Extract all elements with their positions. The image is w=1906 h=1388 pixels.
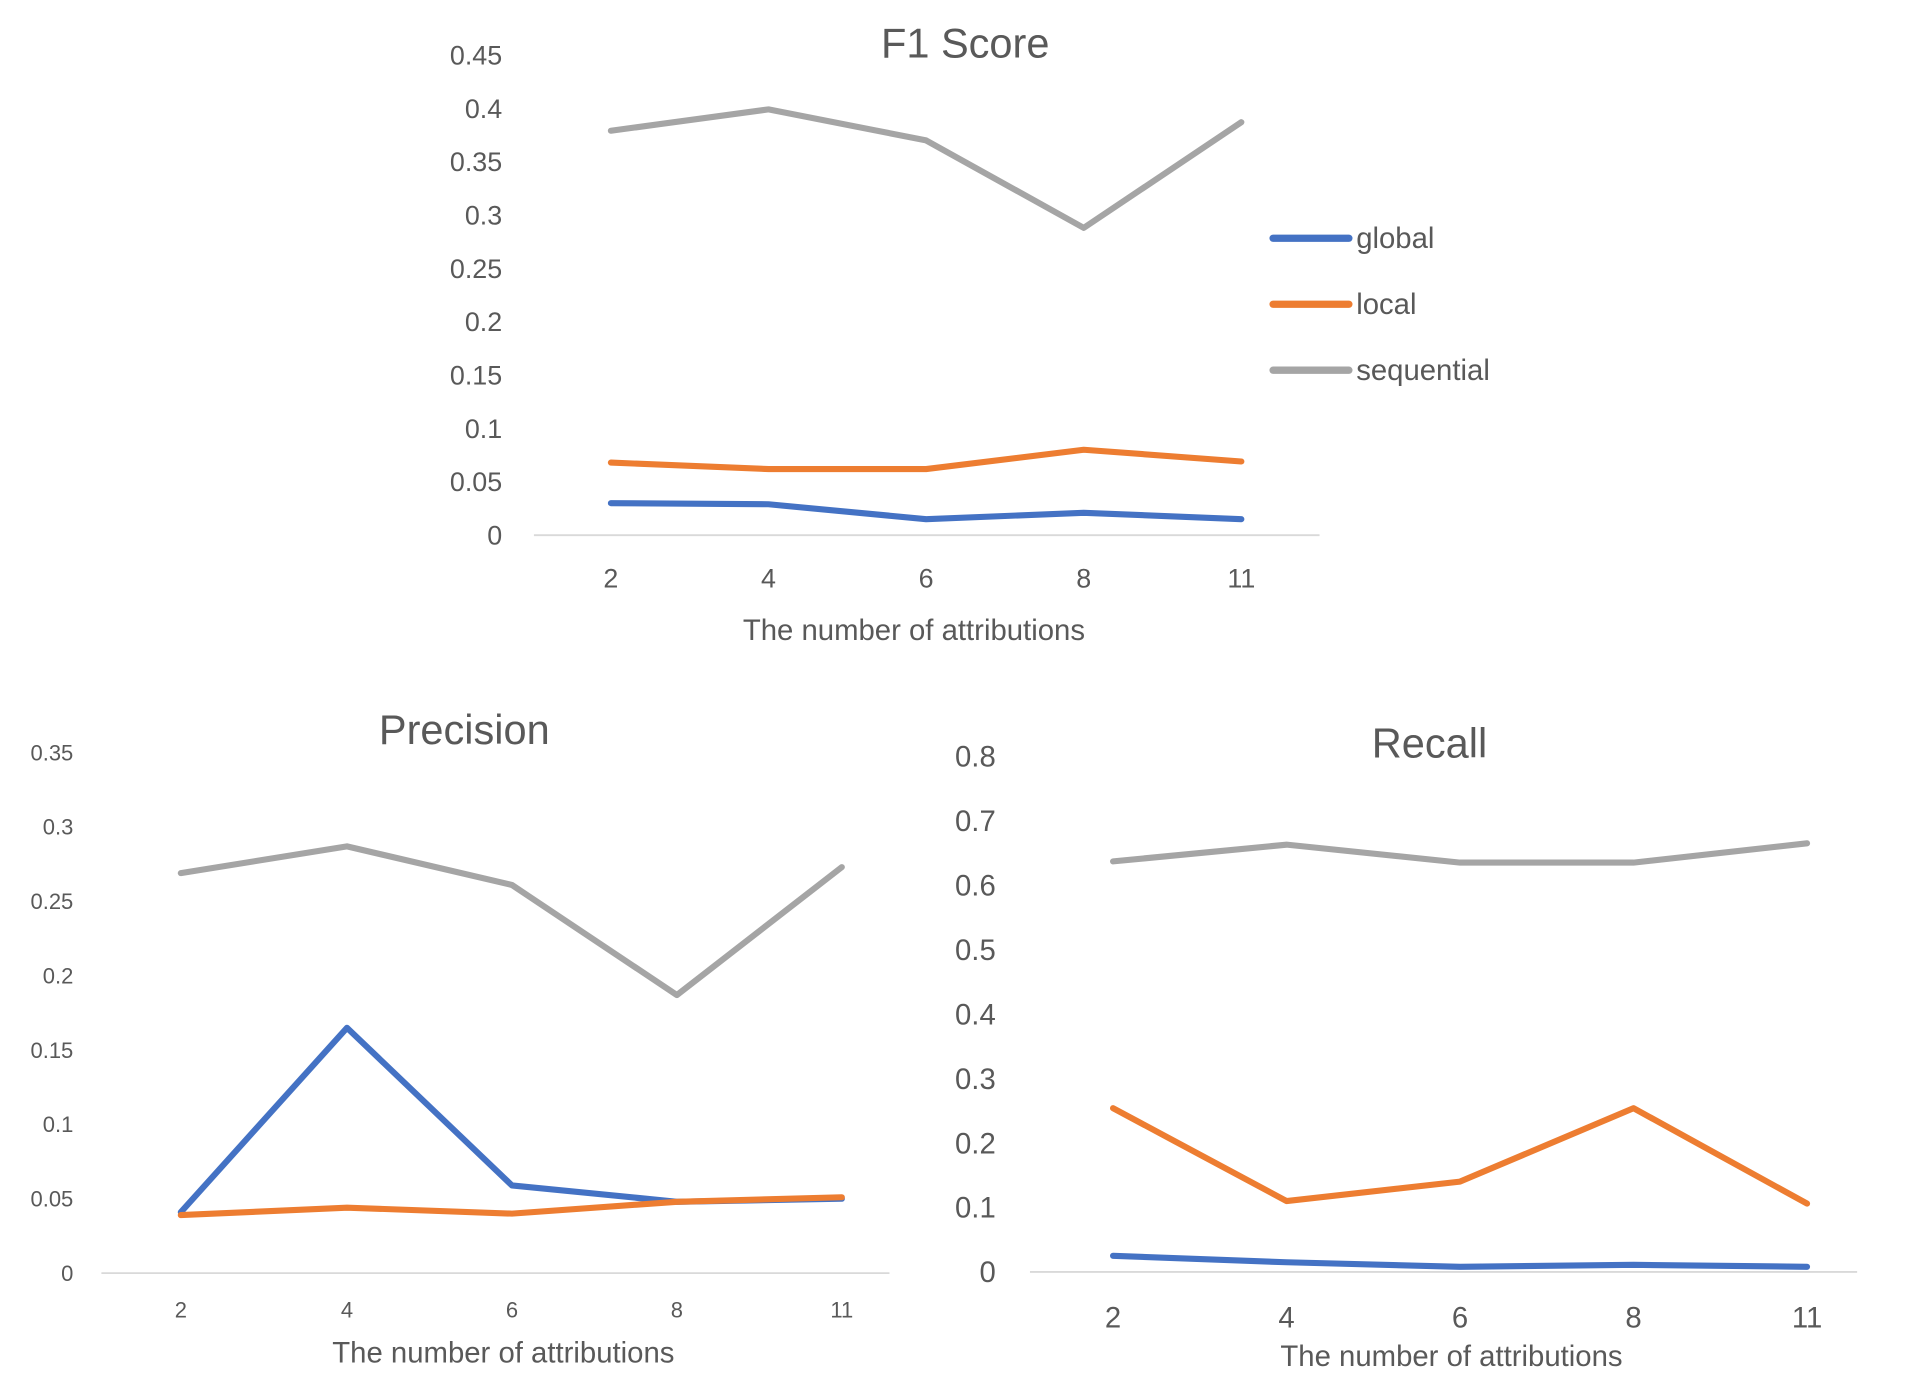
x-tick-label: 6 <box>919 563 934 593</box>
y-tick-label: 0 <box>487 521 502 551</box>
y-tick-label: 0.05 <box>450 467 502 497</box>
chart-title: F1 Score <box>881 19 1049 66</box>
y-tick-label: 0.45 <box>450 40 502 70</box>
x-tick-label: 6 <box>1452 1301 1468 1334</box>
y-tick-label: 0.15 <box>450 361 502 391</box>
series-line-local <box>607 446 1245 473</box>
y-tick-label: 0 <box>61 1261 73 1286</box>
series-line-local <box>1110 1105 1811 1207</box>
x-tick-label: 4 <box>1278 1301 1294 1334</box>
y-tick-label: 0.35 <box>31 740 74 765</box>
f1-chart: F1 Score 0 0.05 0.1 0.15 0.2 0.25 0.3 0.35 0.4 0.4… <box>450 19 1490 647</box>
y-tick-label: 0.2 <box>465 307 502 337</box>
y-tick-label: 0.8 <box>955 741 996 774</box>
y-tick-label: 0.25 <box>31 889 74 914</box>
series-line-global <box>1110 1252 1811 1270</box>
y-tick-label: 0.05 <box>31 1186 74 1211</box>
x-tick-label: 2 <box>175 1297 187 1322</box>
series-line-global <box>177 1024 845 1216</box>
series-line-local <box>177 1194 845 1219</box>
y-tick-label: 0.2 <box>955 1127 996 1160</box>
legend-label-local: local <box>1356 288 1416 321</box>
x-tick-label: 6 <box>506 1297 518 1322</box>
x-tick-label: 8 <box>1076 563 1091 593</box>
y-tick-label: 0.35 <box>450 147 502 177</box>
y-tick-label: 0.5 <box>955 934 996 967</box>
x-tick-label: 8 <box>1625 1301 1641 1334</box>
x-tick-label: 4 <box>341 1297 353 1322</box>
precision-chart: Precision 0 0.05 0.1 0.15 0.2 0.25 0.3 0.35 2 4 6 8 1… <box>31 706 890 1369</box>
chart-title: Precision <box>379 706 550 753</box>
x-axis-label: The number of attributions <box>1280 1340 1622 1373</box>
series-line-sequential <box>1110 840 1811 866</box>
x-axis-label: The number of attributions <box>743 614 1085 647</box>
y-tick-label: 0.3 <box>465 200 502 230</box>
y-tick-label: 0.4 <box>955 998 996 1031</box>
x-tick-label: 2 <box>603 563 618 593</box>
x-tick-label: 2 <box>1105 1301 1121 1334</box>
chart-title: Recall <box>1372 720 1487 767</box>
y-tick-label: 0.3 <box>955 1063 996 1096</box>
x-tick-label: 11 <box>830 1297 853 1322</box>
y-tick-label: 0.6 <box>955 869 996 902</box>
y-tick-label: 0.4 <box>465 94 502 124</box>
y-tick-label: 0.15 <box>31 1038 74 1063</box>
y-tick-label: 0.1 <box>955 1192 996 1225</box>
x-tick-label: 8 <box>671 1297 683 1322</box>
y-tick-label: 0.25 <box>450 254 502 284</box>
y-tick-label: 0 <box>979 1256 995 1289</box>
legend-label-sequential: sequential <box>1356 354 1490 387</box>
recall-chart: Recall 0 0.1 0.2 0.3 0.4 0.5 0.6 0.7 0.8 2 4 6 8 11 The… <box>955 720 1858 1373</box>
x-tick-label: 11 <box>1792 1301 1822 1334</box>
series-line-global <box>607 500 1245 523</box>
y-tick-label: 0.7 <box>955 805 996 838</box>
legend-label-global: global <box>1356 222 1434 255</box>
y-tick-label: 0.1 <box>465 414 502 444</box>
x-tick-label: 4 <box>761 563 776 593</box>
x-tick-label: 11 <box>1227 563 1255 593</box>
y-tick-label: 0.1 <box>43 1112 74 1137</box>
series-line-sequential <box>607 106 1245 231</box>
series-line-sequential <box>177 843 845 999</box>
legend: global local sequential <box>1269 222 1490 387</box>
y-tick-label: 0.3 <box>43 815 74 840</box>
x-axis-label: The number of attributions <box>332 1336 674 1369</box>
y-tick-label: 0.2 <box>43 963 74 988</box>
